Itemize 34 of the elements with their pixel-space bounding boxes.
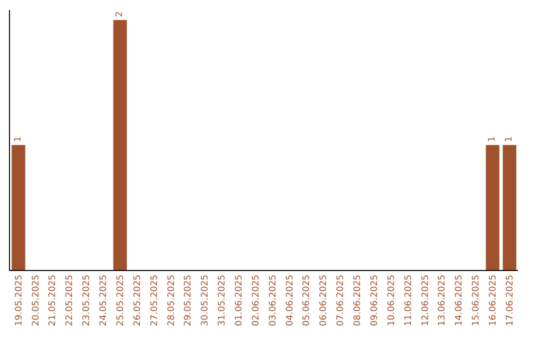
x-tick-label: 13.06.2025 bbox=[438, 274, 448, 326]
x-tick-label: 05.06.2025 bbox=[302, 274, 312, 326]
x-tick-label: 26.05.2025 bbox=[132, 274, 143, 326]
x-tick-label: 09.06.2025 bbox=[370, 274, 380, 326]
data-label: 1 bbox=[504, 136, 515, 142]
x-tick-label: 07.06.2025 bbox=[336, 274, 346, 326]
x-tick-label: 19.05.2025 bbox=[14, 274, 24, 326]
x-tick-label: 29.05.2025 bbox=[184, 274, 194, 326]
x-tick-label: 15.06.2025 bbox=[472, 274, 482, 326]
x-tick-label: 02.06.2025 bbox=[251, 274, 262, 326]
x-tick-label: 11.06.2025 bbox=[404, 274, 414, 326]
x-tick-label: 08.06.2025 bbox=[353, 274, 364, 326]
x-tick-label: 30.05.2025 bbox=[200, 274, 211, 326]
x-tick-label: 23.05.2025 bbox=[82, 274, 92, 326]
x-tick-label: 03.06.2025 bbox=[268, 274, 278, 326]
x-tick-label: 16.06.2025 bbox=[488, 274, 499, 326]
data-label: 1 bbox=[488, 136, 498, 142]
x-tick-label: 24.05.2025 bbox=[99, 274, 110, 326]
x-tick-label: 20.05.2025 bbox=[31, 274, 42, 326]
x-tick-label: 25.05.2025 bbox=[116, 274, 126, 326]
x-tick-label: 12.06.2025 bbox=[420, 274, 431, 326]
x-tick-label: 17.06.2025 bbox=[505, 274, 516, 326]
x-tick-label: 27.05.2025 bbox=[150, 274, 160, 326]
x-tick-label: 14.06.2025 bbox=[454, 274, 465, 326]
data-label: 1 bbox=[13, 136, 24, 142]
x-tick-label: 22.05.2025 bbox=[65, 274, 76, 326]
x-tick-label: 31.05.2025 bbox=[218, 274, 228, 326]
x-tick-label: 28.05.2025 bbox=[166, 274, 177, 326]
x-tick-label: 01.06.2025 bbox=[234, 274, 245, 326]
data-label: 2 bbox=[115, 11, 126, 17]
x-tick-label: 10.06.2025 bbox=[386, 274, 397, 326]
x-tick-label: 04.06.2025 bbox=[285, 274, 296, 326]
x-tick-label: 21.05.2025 bbox=[48, 274, 58, 326]
x-tick-label: 06.06.2025 bbox=[319, 274, 330, 326]
